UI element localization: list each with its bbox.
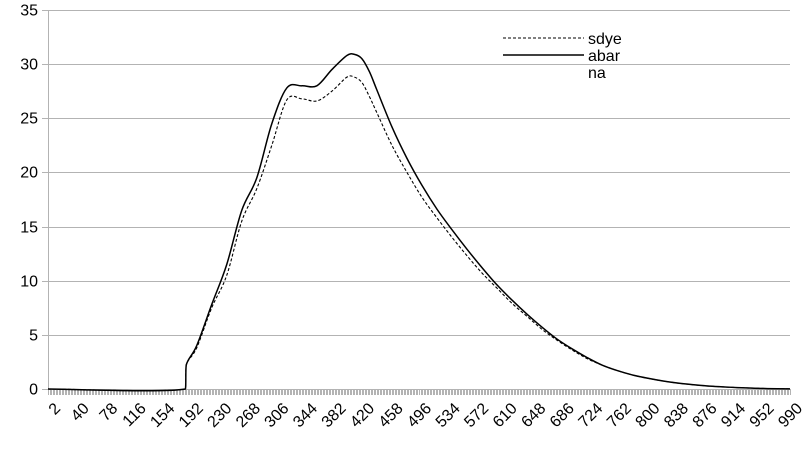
- x-tick-label: 990: [775, 400, 806, 431]
- x-tick-label: 876: [690, 400, 721, 431]
- x-tick-label: 838: [661, 400, 692, 431]
- x-tick-label: 952: [747, 400, 778, 431]
- x-tick-label: 686: [547, 400, 578, 431]
- x-tick-label: 154: [147, 400, 178, 431]
- x-tick-label: 192: [176, 400, 207, 431]
- y-tick-label: 5: [29, 328, 38, 345]
- legend-label-abar: abar: [588, 48, 621, 65]
- x-tick-label: 534: [433, 400, 464, 431]
- x-tick-label: 78: [97, 400, 122, 425]
- series-line-sdye: [47, 75, 791, 392]
- x-tick-label: 268: [233, 400, 264, 431]
- x-tick-label: 800: [633, 400, 664, 431]
- x-tick-label: 420: [347, 400, 378, 431]
- axes: [42, 10, 791, 395]
- x-tick-label: 40: [68, 400, 93, 425]
- x-tick-label: 762: [604, 400, 635, 431]
- x-tick-label: 2: [46, 400, 64, 418]
- y-tick-label: 0: [29, 382, 38, 399]
- x-tick-label: 648: [518, 400, 549, 431]
- y-tick-label: 15: [20, 220, 38, 237]
- y-tick-label: 10: [20, 274, 38, 291]
- legend-label-sdye: sdye: [588, 31, 622, 48]
- x-tick-label: 724: [576, 400, 607, 431]
- x-tick-label: 610: [490, 400, 521, 431]
- y-tick-label: 35: [20, 3, 38, 20]
- x-tick-label: 306: [262, 400, 293, 431]
- series-line-abar: [47, 53, 791, 392]
- y-tick-label: 30: [20, 57, 38, 74]
- y-tick-label: 25: [20, 111, 38, 128]
- x-tick-label: 382: [319, 400, 350, 431]
- x-tick-label: 344: [290, 400, 321, 431]
- x-tick-label: 496: [404, 400, 435, 431]
- x-tick-label: 458: [376, 400, 407, 431]
- tick-labels: 0 5 10 15 20 25 30 35 2 40 78116154192230268306344…: [20, 3, 806, 432]
- series-lines: [47, 53, 791, 392]
- x-tick-label: 572: [461, 400, 492, 431]
- x-tick-label: 914: [718, 400, 749, 431]
- legend-label-na: na: [588, 65, 606, 82]
- y-tick-label: 20: [20, 165, 38, 182]
- x-tick-label: 230: [205, 400, 236, 431]
- x-tick-label: 116: [120, 400, 150, 430]
- gridlines: [48, 10, 790, 336]
